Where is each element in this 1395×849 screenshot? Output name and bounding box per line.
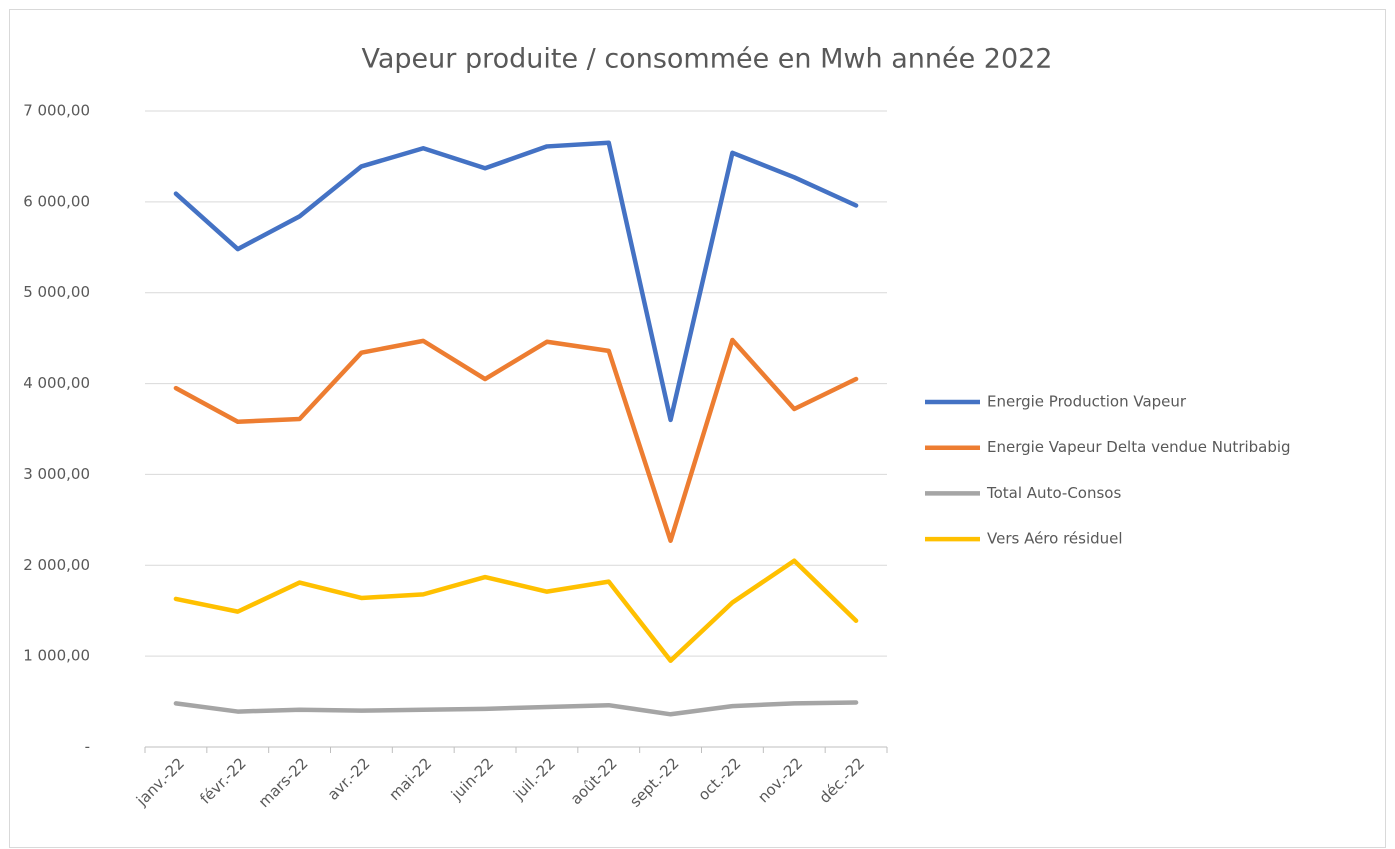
y-tick-label: 6 000,00 bbox=[23, 192, 90, 210]
legend-label: Energie Production Vapeur bbox=[987, 393, 1187, 411]
y-tick-label: - bbox=[85, 738, 90, 756]
series-line bbox=[173, 700, 859, 717]
chart-frame bbox=[9, 9, 1386, 848]
series-line bbox=[173, 337, 859, 544]
y-tick-label: 1 000,00 bbox=[23, 647, 90, 665]
chart-title: Vapeur produite / consommée en Mwh année… bbox=[362, 44, 1053, 75]
legend-label: Vers Aéro résiduel bbox=[987, 530, 1123, 548]
legend-label: Total Auto-Consos bbox=[986, 484, 1121, 502]
legend-label: Energie Vapeur Delta vendue Nutribabig bbox=[987, 438, 1291, 456]
series-line bbox=[173, 558, 859, 663]
y-tick-label: 5 000,00 bbox=[23, 283, 90, 301]
y-tick-label: 3 000,00 bbox=[23, 465, 90, 483]
series-line bbox=[173, 140, 859, 423]
y-tick-label: 4 000,00 bbox=[23, 374, 90, 392]
y-tick-label: 2 000,00 bbox=[23, 556, 90, 574]
y-tick-label: 7 000,00 bbox=[23, 102, 90, 120]
